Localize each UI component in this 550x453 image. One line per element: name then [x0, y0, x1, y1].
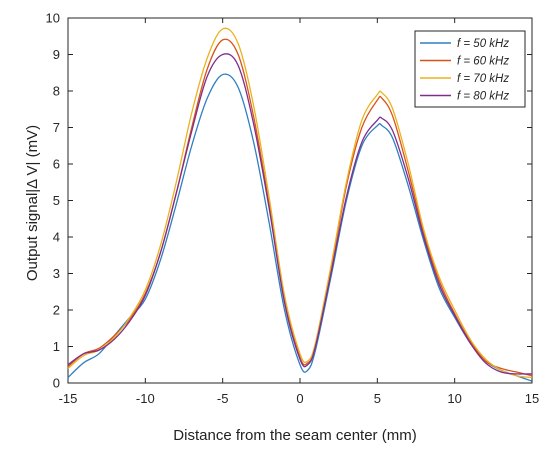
- legend-label: f = 80 kHz: [457, 91, 509, 103]
- x-tick-label: -15: [59, 391, 78, 406]
- y-tick-label: 6: [53, 157, 60, 172]
- series-line-1: [67, 73, 533, 382]
- x-tick-label: 0: [296, 391, 303, 406]
- series-layer: [67, 27, 533, 382]
- x-tick-label: 5: [374, 391, 381, 406]
- y-tick-label: 0: [53, 376, 60, 391]
- legend-label: f = 70 kHz: [457, 73, 509, 85]
- y-tick-label: 1: [53, 339, 60, 354]
- y-tick-label: 10: [46, 11, 60, 26]
- legend-label: f = 50 kHz: [457, 38, 509, 50]
- y-tick-label: 8: [53, 84, 60, 99]
- y-tick-label: 9: [53, 47, 60, 62]
- y-tick-label: 4: [53, 230, 60, 245]
- x-tick-label: 15: [525, 391, 539, 406]
- y-tick-label: 7: [53, 120, 60, 135]
- legend: f = 50 kHz f = 60 kHz f = 70 kHz f = 80 kHz: [414, 30, 526, 108]
- tick-layer: -15 -10 -5 0 5 10 15 0 1 2 3 4 5 6 7 8 9 10: [46, 11, 540, 407]
- x-tick-label: -10: [136, 391, 155, 406]
- y-tick-label: 5: [53, 193, 60, 208]
- y-tick-label: 2: [53, 303, 60, 318]
- legend-label: f = 60 kHz: [457, 56, 509, 68]
- x-tick-label: 10: [447, 391, 461, 406]
- series-line-3: [67, 27, 533, 379]
- x-axis-label: Distance from the seam center (mm): [173, 427, 416, 444]
- series-line-4: [67, 53, 533, 375]
- y-tick-label: 3: [53, 266, 60, 281]
- x-tick-label: -5: [217, 391, 229, 406]
- y-axis-label: Output signal|Δ V| (mV): [24, 125, 41, 281]
